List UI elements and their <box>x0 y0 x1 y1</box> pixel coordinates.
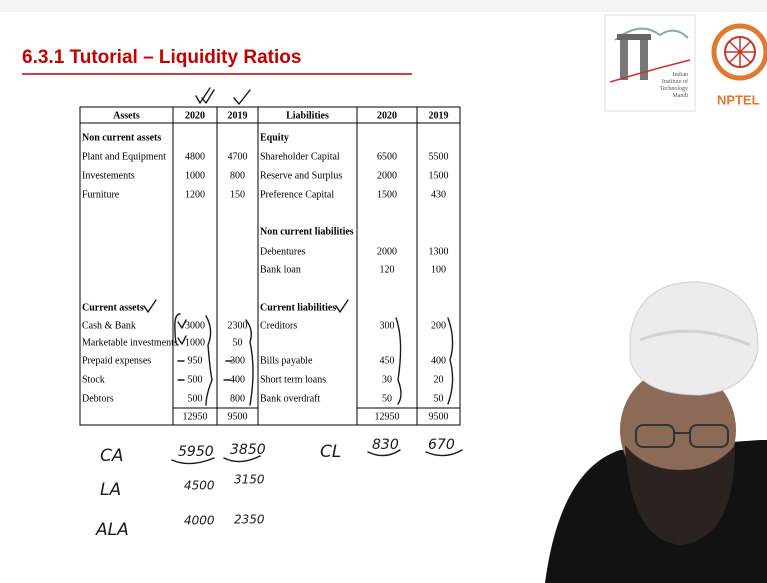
table-cell: 20 <box>434 374 444 385</box>
logo-text: Mandi <box>672 93 688 99</box>
total-cell: 9500 <box>228 411 248 422</box>
table-cell: 1300 <box>429 246 449 257</box>
table-cell: 100 <box>431 264 446 275</box>
column-header: 2020 <box>185 110 205 121</box>
table-cell: 50 <box>382 393 392 404</box>
column-header: 2019 <box>429 110 449 121</box>
table-cell: Short term loans <box>260 374 326 385</box>
table-cell: 800 <box>230 170 245 181</box>
table-cell: 1000 <box>185 170 205 181</box>
table-cell: 1000 <box>185 337 205 348</box>
section-heading: Equity <box>260 132 289 143</box>
table-cell: 1200 <box>185 189 205 200</box>
table-cell: 450 <box>380 355 395 366</box>
section-heading: Non current liabilities <box>260 226 354 237</box>
nptel-star <box>726 38 754 66</box>
total-cell: 12950 <box>183 411 208 422</box>
table-cell: 4800 <box>185 151 205 162</box>
table-cell: 150 <box>230 189 245 200</box>
section-heading: Current assets <box>82 302 144 313</box>
slide-title: 6.3.1 Tutorial – Liquidity Ratios <box>22 47 301 68</box>
table-cell: 120 <box>380 264 395 275</box>
section-heading: Non current assets <box>82 132 161 143</box>
table-cell: 5500 <box>429 151 449 162</box>
table-cell: Investements <box>82 170 135 181</box>
table-cell: 2000 <box>377 246 397 257</box>
table-cell: Stock <box>82 374 105 385</box>
table-cell: Cash & Bank <box>82 320 136 331</box>
note-value: 2350 <box>234 513 265 527</box>
column-header: Assets <box>113 110 140 121</box>
note-label: ALA <box>95 520 129 540</box>
table-cell: Marketable investments <box>82 337 178 348</box>
table-cell: Bills payable <box>260 355 313 366</box>
note-label: CA <box>100 446 124 466</box>
table-cell: 50 <box>434 393 444 404</box>
table-cell: 30 <box>382 374 392 385</box>
logo-pillar <box>620 38 628 80</box>
table-cell: Bank loan <box>260 264 301 275</box>
section-heading: Current liabilities <box>260 302 336 313</box>
note-value: 5950 <box>178 444 214 460</box>
table-cell: 1500 <box>429 170 449 181</box>
turban <box>630 282 758 395</box>
note-value: 4500 <box>184 479 215 493</box>
slide: 6.3.1 Tutorial – Liquidity Ratios Indian… <box>0 0 767 583</box>
table-cell: Furniture <box>82 189 120 200</box>
note-value: 4000 <box>184 514 215 528</box>
table-cell: Bank overdraft <box>260 393 320 404</box>
nptel-text: NPTEL <box>717 92 760 107</box>
logo-text: Institute of <box>662 78 688 85</box>
column-header: Liabilities <box>286 110 329 121</box>
column-header: 2020 <box>377 110 397 121</box>
table-cell: 800 <box>230 393 245 404</box>
table-cell: 950 <box>188 355 203 366</box>
table-cell: 6500 <box>377 151 397 162</box>
table-cell: 400 <box>230 374 245 385</box>
total-cell: 12950 <box>375 411 400 422</box>
table-cell: Plant and Equipment <box>82 151 166 162</box>
logo-text: Technology <box>660 86 688 92</box>
table-cell: 200 <box>431 320 446 331</box>
table-cell: 3000 <box>185 320 205 331</box>
column-header: 2019 <box>228 110 248 121</box>
note-label: CL <box>320 442 341 462</box>
total-cell: 9500 <box>429 411 449 422</box>
table-cell: 500 <box>188 393 203 404</box>
table-cell: Preference Capital <box>260 189 334 200</box>
iit-logo: Indian Institute of Technology Mandi <box>605 15 695 111</box>
table-cell: 430 <box>431 189 446 200</box>
table-cell: 2300 <box>228 320 248 331</box>
table-cell: 50 <box>233 337 243 348</box>
table-cell: Prepaid expenses <box>82 355 151 366</box>
note-value: 3150 <box>234 473 265 487</box>
table-cell: 2000 <box>377 170 397 181</box>
table-cell: 4700 <box>228 151 248 162</box>
table-cell: 500 <box>188 374 203 385</box>
table-cell: Debtors <box>82 393 114 404</box>
table-cell: Shareholder Capital <box>260 151 340 162</box>
table-cell: 400 <box>431 355 446 366</box>
note-label: LA <box>100 480 121 500</box>
note-value: 670 <box>428 437 455 453</box>
note-value: 3850 <box>230 442 266 458</box>
logo-text: Indian <box>673 72 688 78</box>
table-cell: 1500 <box>377 189 397 200</box>
table-cell: Reserve and Surplus <box>260 170 342 181</box>
table-cell: 300 <box>380 320 395 331</box>
note-value: 830 <box>372 437 399 453</box>
table-cell: Debentures <box>260 246 306 257</box>
top-strip <box>0 0 767 12</box>
table-cell: Creditors <box>260 320 297 331</box>
logo-lintel <box>617 34 651 40</box>
